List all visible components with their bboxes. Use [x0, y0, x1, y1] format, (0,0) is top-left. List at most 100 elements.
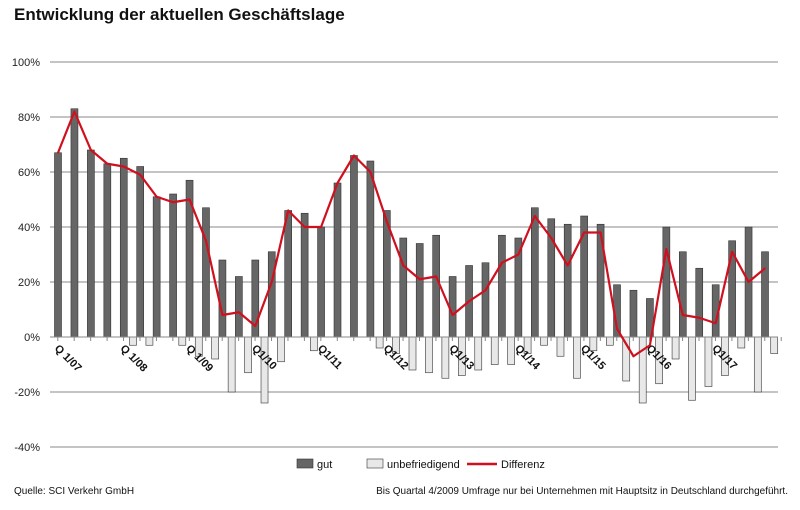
differenz-point [139, 173, 142, 176]
differenz-point [698, 316, 701, 319]
bar-unbefriedigend [540, 336, 548, 346]
bar-unbefriedigend [474, 336, 483, 371]
y-tick-label: -40% [14, 442, 40, 454]
bar-gut [103, 163, 112, 338]
bar-unbefriedigend [277, 336, 285, 363]
differenz-point [616, 327, 618, 330]
differenz-point [254, 325, 257, 327]
bar-unbefriedigend [753, 336, 762, 393]
bar-unbefriedigend [490, 336, 499, 365]
bar-unbefriedigend [408, 336, 417, 371]
bar-unbefriedigend [638, 336, 647, 404]
legend-swatch-unbefriedigend [366, 458, 384, 469]
legend-label-differenz: Differenz [501, 459, 545, 471]
bar-gut [169, 193, 177, 338]
bar-unbefriedigend [178, 336, 187, 346]
differenz-point [57, 151, 59, 154]
y-tick-label: 100% [12, 57, 40, 69]
bar-unbefriedigend [145, 336, 154, 346]
differenz-point [73, 110, 76, 113]
legend-swatch-gut [296, 458, 314, 469]
differenz-point [649, 344, 651, 347]
bar-gut [350, 155, 358, 338]
legend-label-unbefriedigend: unbefriedigend [387, 459, 460, 471]
differenz-point [714, 322, 717, 325]
bar-gut [54, 152, 62, 338]
differenz-point [747, 281, 750, 283]
differenz-point [122, 165, 125, 168]
bar-gut [695, 267, 704, 338]
differenz-point [155, 195, 158, 198]
bar-unbefriedigend [441, 336, 450, 379]
differenz-point [583, 231, 585, 234]
y-tick-label: 40% [18, 222, 40, 234]
bar-gut [366, 160, 375, 338]
bar-gut [300, 212, 309, 338]
bar-gut [629, 289, 638, 338]
bar-gut [662, 226, 671, 338]
bar-gut [678, 251, 687, 338]
bar-gut [136, 166, 145, 338]
differenz-point [369, 171, 372, 173]
bar-gut [415, 243, 424, 338]
x-tick-label: Q 1/08 [118, 343, 150, 375]
bar-gut [481, 262, 490, 338]
bar-unbefriedigend [129, 336, 137, 346]
x-tick-label: Q1/11 [315, 343, 344, 372]
bar-unbefriedigend [606, 336, 614, 346]
y-tick-label: -20% [14, 387, 40, 399]
differenz-point [451, 314, 454, 316]
differenz-point [238, 311, 240, 314]
bar-unbefriedigend [770, 336, 779, 354]
differenz-point [336, 182, 339, 184]
y-tick-label: 20% [18, 277, 40, 289]
bar-gut [267, 251, 276, 338]
bar-gut [218, 259, 227, 338]
bar-gut [119, 157, 128, 338]
differenz-line [56, 110, 766, 358]
y-tick-label: 60% [18, 167, 40, 179]
differenz-point [402, 264, 405, 267]
differenz-point [188, 198, 191, 201]
bar-gut [152, 196, 161, 338]
source-note: Quelle: SCI Verkehr GmbH [14, 486, 135, 497]
bars [54, 108, 779, 404]
differenz-point [764, 267, 766, 270]
differenz-line-group [56, 110, 766, 358]
footnote: Bis Quartal 4/2009 Umfrage nur bei Unter… [376, 486, 788, 497]
bar-gut [563, 223, 572, 338]
differenz-point [172, 201, 174, 204]
differenz-point [665, 248, 668, 250]
x-tick-label: Q 1/07 [52, 343, 84, 375]
bar-unbefriedigend [425, 336, 433, 374]
differenz-point [221, 314, 224, 316]
differenz-point [386, 220, 388, 223]
differenz-point [435, 275, 437, 278]
differenz-point [303, 226, 306, 228]
legend: gut unbefriedigend Differenz [296, 458, 545, 471]
bar-unbefriedigend [556, 336, 565, 357]
bar-unbefriedigend [211, 336, 219, 360]
differenz-point [484, 289, 487, 292]
bar-unbefriedigend [227, 336, 236, 393]
bar-unbefriedigend [375, 336, 384, 349]
chart-title: Entwicklung der aktuellen Geschäftslage [14, 5, 345, 24]
differenz-point [550, 237, 553, 239]
bar-unbefriedigend [688, 336, 696, 401]
bar-gut [284, 210, 292, 338]
differenz-point [418, 278, 421, 281]
bar-gut [432, 234, 440, 338]
differenz-point [90, 149, 92, 151]
bar-gut [235, 276, 243, 338]
differenz-point [599, 231, 602, 234]
differenz-point [534, 215, 536, 217]
bar-unbefriedigend [244, 336, 252, 374]
bar-gut [87, 149, 95, 338]
bar-unbefriedigend [671, 336, 680, 360]
y-tick-label: 80% [18, 112, 40, 124]
differenz-point [353, 154, 355, 157]
bar-gut [399, 237, 408, 338]
differenz-point [517, 253, 520, 256]
differenz-point [681, 314, 684, 316]
